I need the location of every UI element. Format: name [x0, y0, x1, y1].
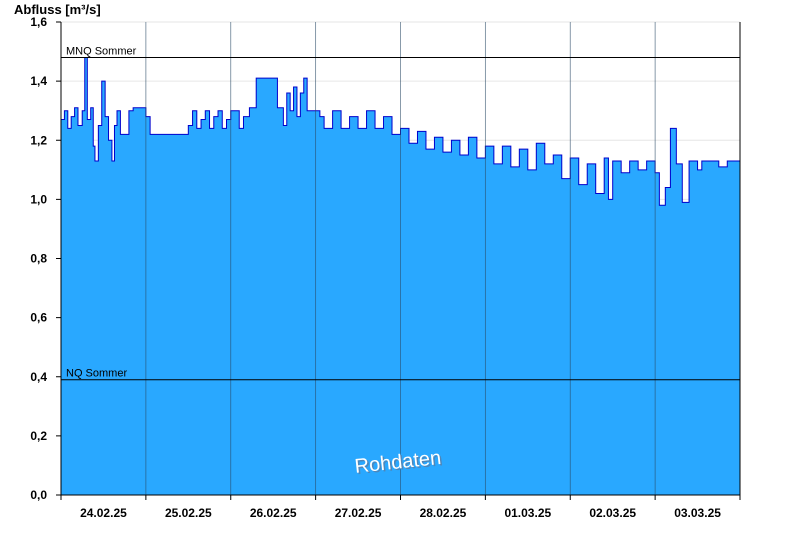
y-tick-label: 0,6	[30, 311, 47, 325]
reference-line-label: NQ Sommer	[66, 368, 127, 380]
reference-line-label: MNQ Sommer	[66, 45, 137, 57]
y-tick-label: 0,8	[30, 252, 47, 266]
x-tick-label: 24.02.25	[80, 506, 127, 520]
y-tick-label: 0,0	[30, 488, 47, 502]
y-tick-label: 0,4	[30, 370, 47, 384]
x-tick-label: 01.03.25	[504, 506, 551, 520]
x-tick-label: 27.02.25	[335, 506, 382, 520]
y-tick-label: 1,4	[30, 74, 47, 88]
series-line	[61, 56, 740, 206]
x-tick-label: 02.03.25	[589, 506, 636, 520]
y-tick-label: 0,2	[30, 429, 47, 443]
x-tick-label: 03.03.25	[674, 506, 721, 520]
y-tick-label: 1,6	[30, 15, 47, 29]
x-tick-label: 25.02.25	[165, 506, 212, 520]
y-axis-label: Abfluss [m³/s]	[14, 2, 101, 17]
x-tick-label: 28.02.25	[420, 506, 467, 520]
x-tick-label: 26.02.25	[250, 506, 297, 520]
y-tick-label: 1,0	[30, 192, 47, 206]
y-tick-label: 1,2	[30, 133, 47, 147]
